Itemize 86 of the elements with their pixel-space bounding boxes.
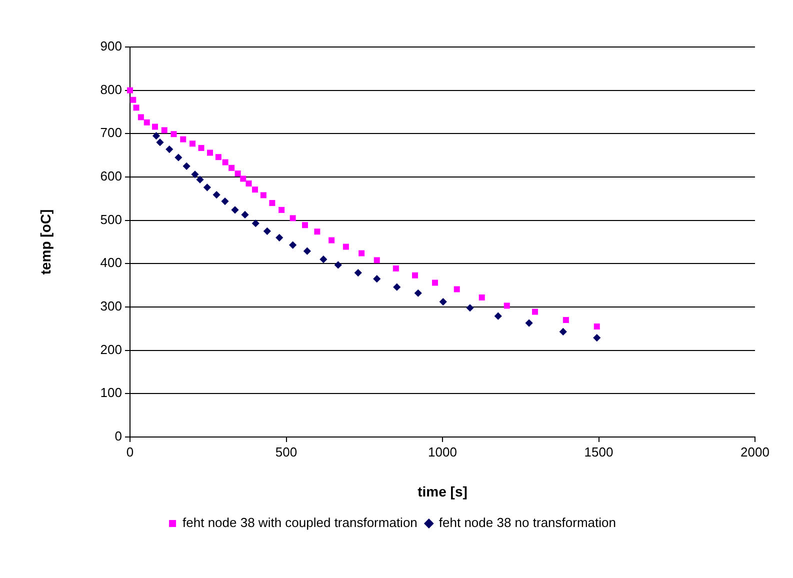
- point: [260, 192, 266, 198]
- point: [314, 228, 320, 235]
- point: [302, 222, 308, 228]
- y-tick-label: 500: [100, 212, 122, 227]
- point: [144, 119, 150, 126]
- point: [180, 136, 186, 142]
- point: [166, 145, 174, 154]
- point: [414, 289, 422, 297]
- point: [478, 294, 485, 300]
- point: [130, 96, 136, 103]
- point: [241, 210, 249, 218]
- point: [303, 247, 311, 255]
- point: [374, 257, 380, 264]
- point: [221, 197, 229, 206]
- x-tick-label: 0: [126, 444, 134, 460]
- point: [207, 150, 213, 156]
- point: [373, 275, 381, 283]
- point: [466, 304, 474, 312]
- point: [222, 159, 228, 166]
- x-tick-label: 2000: [740, 444, 770, 460]
- point: [215, 154, 222, 160]
- point: [494, 312, 502, 320]
- point: [198, 144, 204, 151]
- x-tick-label: 1500: [584, 444, 614, 460]
- point: [196, 176, 204, 184]
- point: [562, 317, 569, 323]
- y-tick-label: 100: [100, 385, 122, 400]
- point: [593, 334, 601, 342]
- point: [525, 319, 533, 327]
- point: [234, 170, 241, 177]
- point: [170, 131, 177, 138]
- point: [454, 286, 460, 292]
- point: [276, 234, 284, 242]
- point: [504, 302, 510, 309]
- point: [127, 87, 133, 94]
- y-tick-label: 700: [100, 125, 122, 140]
- y-tick-label: 800: [100, 82, 122, 97]
- legend-label: feht node 38 no transformation: [438, 515, 616, 530]
- point: [228, 164, 235, 171]
- point: [263, 227, 271, 235]
- point: [246, 180, 252, 186]
- point: [358, 250, 365, 256]
- point: [334, 261, 342, 269]
- point: [328, 237, 335, 244]
- point: [240, 176, 246, 182]
- x-tick-label: 500: [275, 444, 298, 460]
- point: [138, 114, 144, 120]
- point: [156, 138, 164, 146]
- point: [174, 154, 182, 162]
- y-tick-label: 200: [100, 342, 122, 357]
- point: [290, 215, 296, 222]
- point: [182, 162, 190, 170]
- y-tick-label: 300: [100, 298, 122, 314]
- point: [212, 190, 220, 199]
- point: [152, 124, 158, 130]
- x-axis-title: time [s]: [418, 483, 468, 500]
- point: [559, 328, 567, 336]
- point: [269, 200, 276, 206]
- point: [203, 184, 211, 192]
- point: [191, 170, 199, 178]
- point: [594, 324, 600, 330]
- point: [252, 220, 260, 228]
- point: [133, 104, 140, 111]
- point: [354, 268, 362, 277]
- y-tick-label: 0: [114, 428, 122, 444]
- x-tick-label: 1000: [428, 444, 457, 460]
- point: [392, 265, 399, 272]
- point: [342, 244, 349, 250]
- point: [231, 206, 239, 214]
- point: [252, 186, 258, 193]
- point: [439, 298, 447, 306]
- point: [152, 132, 160, 140]
- point: [190, 140, 196, 147]
- point: [161, 127, 168, 134]
- point: [289, 241, 297, 249]
- point: [432, 280, 438, 286]
- point: [412, 272, 418, 278]
- point: [393, 283, 401, 291]
- y-tick-label: 600: [100, 168, 122, 184]
- y-axis-title: temp [oC]: [37, 209, 54, 275]
- y-tick-label: 400: [100, 255, 122, 270]
- point: [532, 308, 538, 315]
- y-tick-label: 900: [100, 38, 122, 54]
- point: [278, 206, 285, 213]
- legend-label: feht node 38 with coupled transformation: [182, 515, 418, 530]
- point: [320, 256, 328, 264]
